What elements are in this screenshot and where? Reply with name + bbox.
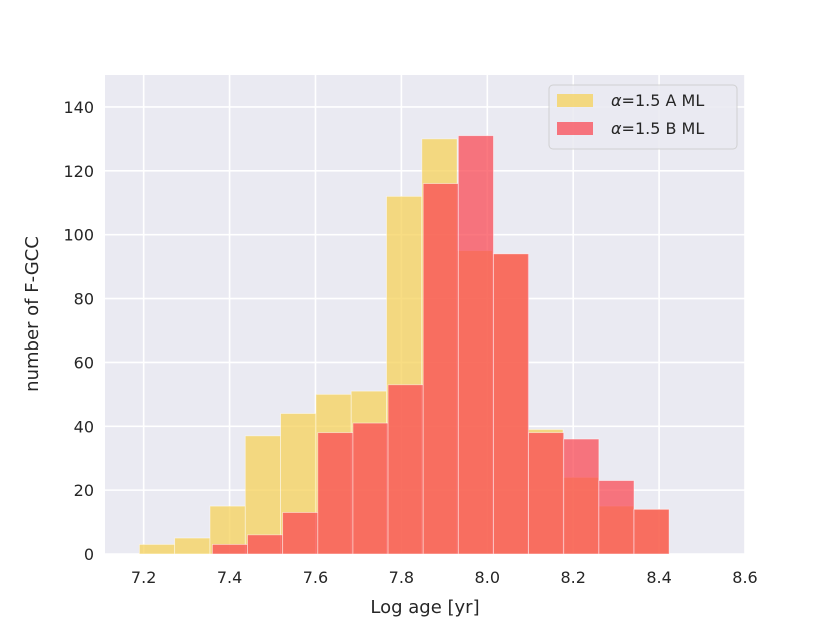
histogram-bar xyxy=(387,384,424,555)
legend-label-b-rest: =1.5 B ML xyxy=(622,119,705,138)
histogram-bar xyxy=(352,422,389,555)
y-tick-label: 80 xyxy=(74,290,94,309)
legend-label-a-alpha: α xyxy=(611,91,622,110)
legend-swatch-a xyxy=(557,94,593,107)
x-tick-label: 8.4 xyxy=(646,568,671,587)
bars xyxy=(138,135,670,555)
histogram-bar xyxy=(244,435,281,555)
legend-label-b-alpha: α xyxy=(611,119,622,138)
series-1 xyxy=(211,135,670,555)
histogram-bar xyxy=(138,544,176,555)
x-tick-label: 8.6 xyxy=(732,568,757,587)
x-tick-label: 7.2 xyxy=(131,568,156,587)
histogram-bar xyxy=(247,534,284,555)
x-tick-label: 8.2 xyxy=(560,568,585,587)
y-tick-label: 0 xyxy=(84,545,94,564)
histogram-bar xyxy=(633,508,670,555)
x-tick-label: 7.4 xyxy=(217,568,242,587)
histogram-bar xyxy=(211,544,248,555)
histogram-bar xyxy=(457,135,494,555)
x-tick-label: 7.6 xyxy=(303,568,328,587)
legend-swatch-b xyxy=(557,122,593,135)
histogram-bar xyxy=(563,438,600,555)
histogram-bar xyxy=(317,432,354,555)
y-axis-label: number of F-GCC xyxy=(22,236,43,392)
legend-label-a: α=1.5 A ML xyxy=(611,91,704,110)
y-tick-label: 40 xyxy=(74,417,94,436)
y-tick-label: 60 xyxy=(74,353,94,372)
y-tick-label: 20 xyxy=(74,481,94,500)
histogram-bar xyxy=(422,183,459,555)
x-tick-label: 8.0 xyxy=(475,568,500,587)
x-axis-label: Log age [yr] xyxy=(370,597,479,618)
legend: α=1.5 A ML α=1.5 B ML xyxy=(548,84,738,150)
y-tick-label: 140 xyxy=(63,98,94,117)
y-tick-label: 120 xyxy=(63,162,94,181)
histogram-bar xyxy=(493,253,530,555)
tick-labels: 7.2 7.4 7.6 7.8 8.0 8.2 8.4 8.6 0 20 40 60 80 100 120 1… xyxy=(63,98,757,587)
histogram-bar xyxy=(528,432,565,555)
x-tick-label: 7.8 xyxy=(389,568,414,587)
legend-label-b: α=1.5 B ML xyxy=(611,119,704,138)
histogram-bar xyxy=(598,480,635,555)
y-tick-label: 100 xyxy=(63,226,94,245)
legend-label-a-rest: =1.5 A ML xyxy=(622,91,705,110)
legend-box xyxy=(548,84,738,150)
histogram-bar xyxy=(174,537,211,555)
histogram-bar xyxy=(282,512,319,555)
